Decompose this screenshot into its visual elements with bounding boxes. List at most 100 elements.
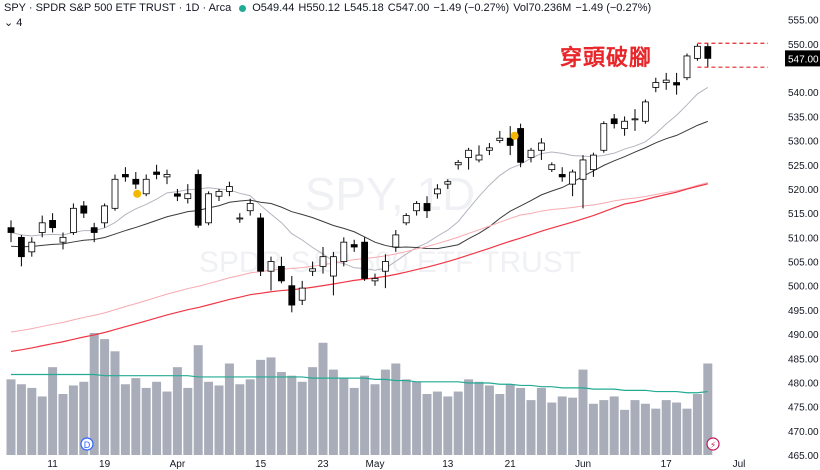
candle-body bbox=[101, 205, 108, 224]
candle-body bbox=[631, 118, 639, 121]
volume-bar bbox=[276, 372, 286, 455]
volume-bar bbox=[360, 375, 370, 455]
ohlc-high: H550.12 bbox=[298, 2, 340, 14]
candle-body bbox=[381, 261, 389, 272]
time-axis[interactable]: 11 19 Apr 15 23 May 13 21 Jun 17 Jul bbox=[47, 459, 745, 470]
candle-body bbox=[610, 118, 618, 125]
volume-bar bbox=[266, 357, 276, 455]
time-tick-label: 19 bbox=[99, 459, 111, 470]
volume-bar bbox=[557, 396, 567, 455]
watermark-name: SPDR S&P 500 ETF TRUST bbox=[199, 246, 581, 279]
dividend-icon bbox=[80, 437, 94, 451]
symbol-title[interactable]: SPY · SPDR S&P 500 ETF TRUST · 1D · Arca bbox=[4, 2, 232, 14]
candle-body bbox=[433, 188, 441, 195]
flash-icon bbox=[706, 437, 720, 451]
moving-averages bbox=[10, 86, 709, 353]
candle-body bbox=[642, 101, 649, 122]
last-price-label: 547.00 bbox=[788, 54, 819, 65]
candle-body bbox=[517, 128, 524, 163]
volume-bar bbox=[339, 378, 349, 455]
candle-body bbox=[423, 203, 431, 212]
volume-bar bbox=[682, 408, 692, 455]
candle-body bbox=[132, 178, 140, 185]
volume-change: −1.49 (−0.27%) bbox=[575, 2, 652, 14]
volume-bar bbox=[318, 342, 328, 455]
volume-bar bbox=[37, 396, 47, 455]
volume-bar bbox=[370, 384, 380, 455]
price-tick-label: 535.00 bbox=[788, 112, 819, 123]
price-axis[interactable]: 465.00 470.00 475.00 480.00 485.00 490.00 495.… bbox=[785, 16, 820, 462]
earnings-marker-icon bbox=[133, 189, 142, 198]
candle-body bbox=[111, 178, 119, 209]
indicator-toggle[interactable]: ⌄ 4 bbox=[4, 16, 23, 30]
price-tick-label: 490.00 bbox=[788, 330, 819, 341]
candle-body bbox=[153, 171, 161, 175]
candle-body bbox=[704, 46, 712, 59]
volume-bar bbox=[620, 409, 630, 455]
candle-body bbox=[402, 215, 410, 224]
volume-bar bbox=[526, 400, 536, 455]
candle-body bbox=[475, 154, 483, 161]
candlesticks bbox=[7, 43, 712, 313]
candle-body bbox=[527, 149, 535, 158]
volume-bar bbox=[110, 351, 120, 455]
price-tick-label: 540.00 bbox=[788, 88, 819, 99]
time-tick-label: Jun bbox=[575, 459, 591, 470]
volume-bar bbox=[172, 367, 182, 455]
candle-body bbox=[184, 193, 192, 200]
volume-bar bbox=[391, 363, 401, 455]
price-tick-label: 505.00 bbox=[788, 258, 819, 269]
volume-bar bbox=[651, 408, 661, 455]
market-status-icon bbox=[239, 4, 247, 12]
volume-bar bbox=[204, 381, 214, 455]
time-tick-label: May bbox=[366, 459, 385, 470]
time-tick-label: Apr bbox=[170, 459, 186, 470]
ohlc-close: C547.00 bbox=[387, 2, 430, 14]
candle-body bbox=[205, 193, 213, 224]
candle-body bbox=[590, 154, 597, 171]
volume-bar bbox=[536, 387, 546, 455]
volume-bar bbox=[68, 385, 78, 455]
volume-bar bbox=[432, 391, 442, 455]
volume-bar bbox=[131, 378, 141, 455]
candle-body bbox=[173, 193, 181, 197]
time-tick-label: 15 bbox=[255, 459, 267, 470]
time-tick-label: 11 bbox=[47, 459, 58, 470]
volume-bar bbox=[474, 381, 484, 455]
candle-body bbox=[257, 217, 265, 272]
volume-bar bbox=[27, 387, 37, 455]
volume-bar bbox=[58, 394, 68, 455]
volume-bar bbox=[412, 381, 422, 455]
price-tick-label: 485.00 bbox=[788, 354, 819, 365]
earnings-marker-icon bbox=[510, 131, 519, 140]
price-tick-label: 530.00 bbox=[788, 137, 819, 148]
candle-body bbox=[444, 181, 452, 185]
watermark-symbol: SPY, 1D bbox=[305, 168, 475, 220]
time-tick-label: 21 bbox=[505, 459, 517, 470]
indicator-count: 4 bbox=[16, 16, 23, 29]
candle-body bbox=[7, 227, 15, 233]
volume-bar bbox=[16, 384, 26, 455]
candle-body bbox=[454, 161, 462, 166]
volume-label: Vol bbox=[513, 2, 529, 14]
volume-bar bbox=[630, 400, 640, 455]
chevron-down-icon[interactable]: ⌄ bbox=[4, 17, 14, 29]
volume-bar bbox=[193, 345, 203, 455]
candle-body bbox=[194, 174, 202, 226]
candle-body bbox=[298, 287, 306, 301]
volume-bar bbox=[505, 384, 515, 455]
volume-bar bbox=[120, 384, 130, 455]
candle-body bbox=[413, 203, 421, 212]
volume-bar bbox=[453, 391, 463, 455]
candle-body bbox=[70, 207, 77, 233]
volume-bar bbox=[599, 400, 609, 455]
volume-bar bbox=[224, 363, 234, 455]
candle-body bbox=[465, 149, 473, 158]
time-tick-label: Jul bbox=[733, 459, 746, 470]
volume-bar bbox=[256, 359, 266, 455]
candle-body bbox=[579, 159, 587, 180]
candle-body bbox=[361, 241, 369, 279]
candle-body bbox=[485, 147, 493, 151]
price-tick-label: 555.00 bbox=[788, 16, 819, 27]
